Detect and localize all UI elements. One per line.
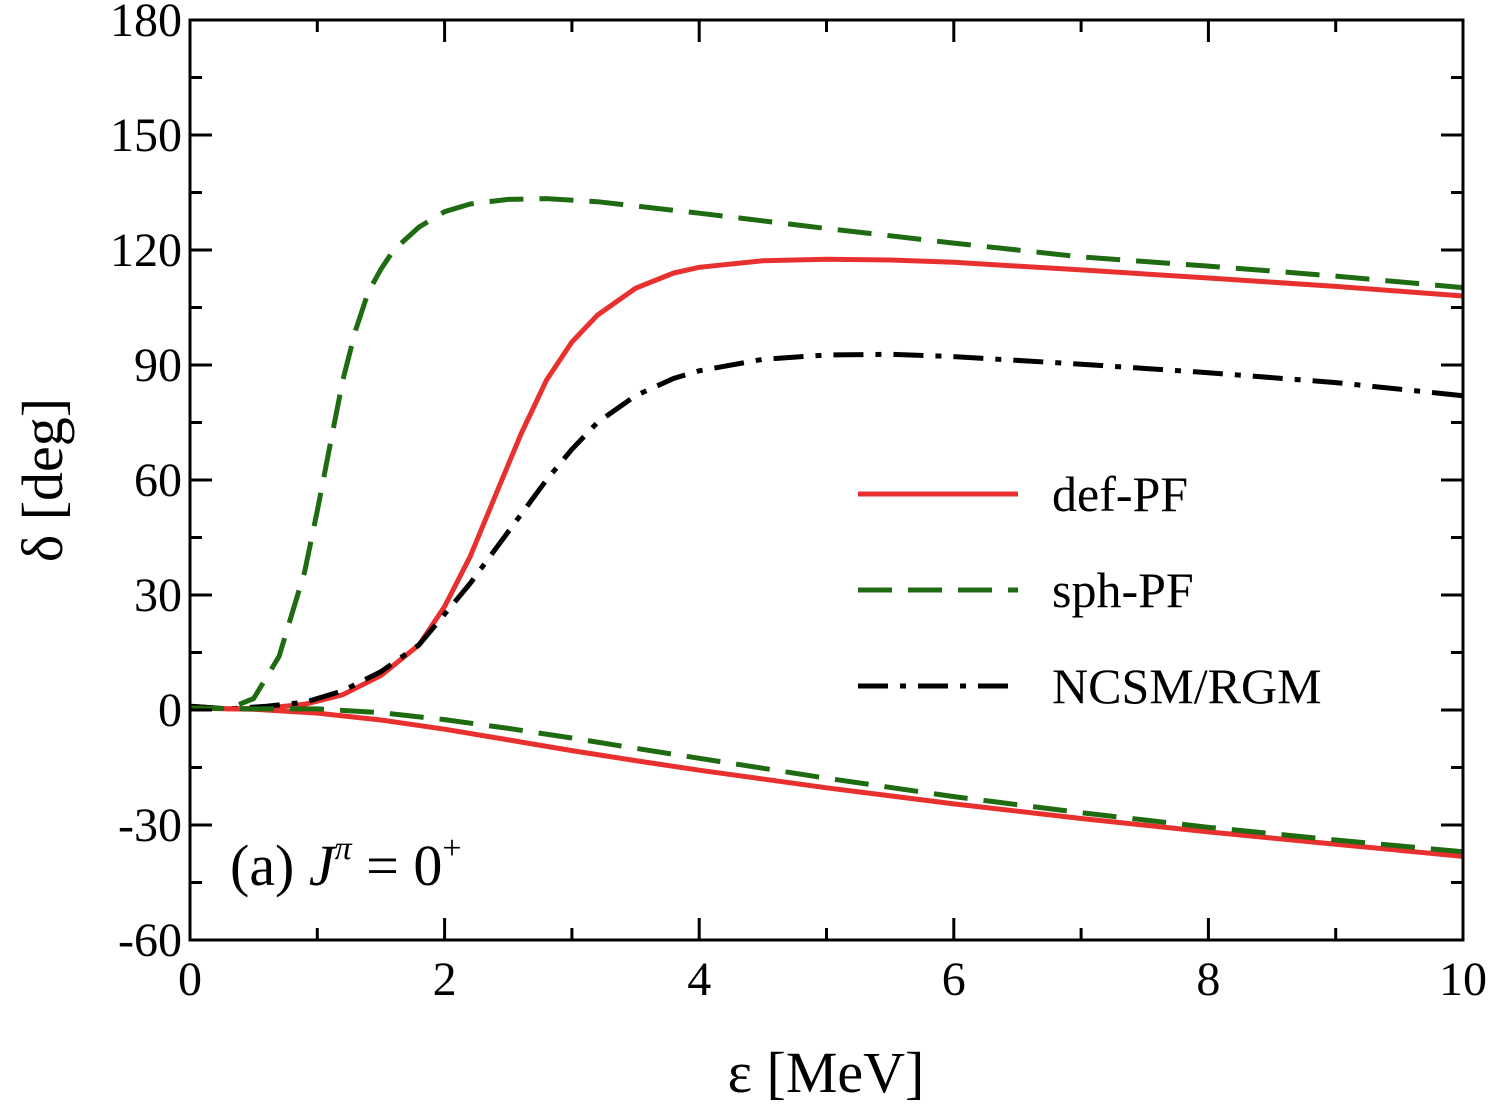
y-tick-label: 30 [134,569,182,622]
legend: def-PF sph-PF NCSM/RGM [858,466,1322,714]
y-tick-label: 0 [158,684,182,737]
series-line-2 [189,351,1464,712]
tick-labels: 0 2 4 6 8 10 -60 -30 0 30 60 90 120 150 180 [110,0,1487,1006]
x-tick-label: 8 [1196,953,1220,1006]
legend-label-0: def-PF [1052,466,1188,522]
y-tick-label: 180 [110,0,182,47]
legend-label-2: NCSM/RGM [1052,658,1322,714]
x-tick-label: 6 [942,953,966,1006]
panel-label-symbol: J [309,833,338,898]
series-line-1 [189,196,1464,712]
y-tick-label: 90 [134,339,182,392]
x-tick-label: 10 [1439,953,1487,1006]
panel-label-superscript: π [335,830,353,867]
y-tick-label: -60 [118,914,182,967]
legend-label-1: sph-PF [1052,562,1194,618]
panel-label-equals: = 0 [352,833,443,898]
y-axis-title: δ [deg] [10,398,75,562]
y-tick-label: 60 [134,454,182,507]
y-tick-label: 120 [110,224,182,277]
panel-label-exponent: + [442,830,461,867]
y-tick-label: 150 [110,109,182,162]
axis-ticks [188,18,1465,942]
x-tick-label: 4 [687,953,711,1006]
series-line-3 [189,705,1464,859]
panel-label: (a) Jπ = 0+ [230,830,462,898]
plot-frame [188,18,1465,942]
y-tick-label: -30 [118,799,182,852]
series-line-0 [189,256,1464,712]
x-tick-label: 2 [433,953,457,1006]
panel-label-prefix: (a) [230,833,309,898]
series-line-4 [189,705,1464,855]
x-axis-title: ε [MeV] [728,1040,925,1105]
x-tick-label: 0 [178,953,202,1006]
series-lines [189,196,1464,859]
